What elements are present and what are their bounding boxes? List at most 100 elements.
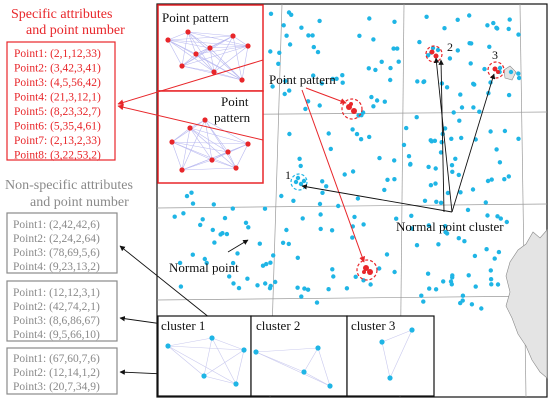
pattern-box-2-label-line1: Point — [221, 94, 249, 109]
normal-point — [356, 113, 361, 118]
normal-point — [227, 274, 232, 279]
normal-point — [298, 163, 303, 169]
normal-point — [442, 26, 447, 31]
normal-point — [504, 219, 509, 225]
nonspecific-group2-point-3: Point3: (8,6,86,67) — [13, 315, 100, 327]
normal-point — [473, 284, 478, 289]
nonspecific-group1-point-2: Point2: (2,24,2,64) — [13, 233, 100, 245]
pattern2-edge — [171, 141, 237, 169]
pattern-box-2-label-line2: pattern — [214, 110, 251, 125]
pattern1-edge — [167, 39, 211, 49]
marker-1-label: 1 — [285, 168, 291, 182]
cluster2-edge — [303, 371, 331, 387]
pattern2-node — [169, 139, 175, 145]
nonspecific-group3-point-3: Point3: (20,7,34,9) — [13, 381, 100, 393]
normal-point — [340, 80, 345, 85]
normal-point — [190, 201, 196, 206]
normal-point — [268, 283, 273, 289]
nonspecific-panel: Non-specific attributes and point number… — [5, 178, 133, 395]
pattern2-node — [187, 125, 193, 131]
normal-point — [435, 47, 441, 53]
normal-point — [391, 46, 396, 51]
normal-point — [273, 279, 278, 285]
normal-point — [506, 92, 512, 98]
nonspecific-box-2 — [6, 280, 118, 342]
normal-point — [326, 287, 331, 292]
normal-point — [318, 212, 323, 217]
normal-point — [516, 71, 521, 76]
normal-point — [289, 12, 294, 17]
nonspecific-group2-point-4: Point4: (9,5,66,10) — [13, 329, 100, 341]
pattern2-edge — [204, 119, 249, 145]
normal-point — [488, 129, 493, 134]
normal-point — [419, 293, 424, 298]
coastline-land — [505, 229, 548, 379]
pattern2-node — [179, 167, 185, 173]
normal-point — [264, 261, 269, 267]
normal-point — [300, 216, 305, 221]
pattern1-edge — [167, 39, 183, 67]
normal-point — [299, 25, 304, 30]
normal-point — [422, 198, 428, 203]
pattern2-node — [233, 165, 239, 171]
pattern1-edge — [195, 35, 234, 55]
normal-point — [406, 154, 412, 159]
pattern2-node — [209, 157, 215, 163]
normal-point — [436, 242, 441, 247]
normal-point — [243, 220, 249, 225]
pattern1-node — [193, 51, 199, 57]
pattern2-edge — [189, 127, 237, 169]
pattern1-node — [230, 33, 236, 39]
normal-point — [297, 156, 302, 161]
normal-point — [392, 158, 397, 163]
normal-point — [255, 283, 260, 288]
normal-point — [284, 33, 289, 38]
normal-point — [392, 269, 397, 275]
pattern1-edge — [241, 45, 249, 81]
normal-point — [434, 199, 439, 204]
pattern2-edge — [181, 127, 191, 171]
normal-point — [494, 25, 499, 30]
normal-point — [394, 216, 399, 221]
cluster2-node — [301, 369, 307, 375]
cluster2-node — [253, 349, 259, 355]
cluster1-node — [233, 381, 239, 387]
normal-point — [329, 228, 335, 233]
pattern2-edge — [171, 141, 183, 171]
normal-point — [455, 48, 460, 53]
normal-point — [426, 164, 431, 170]
pattern1-node — [179, 63, 185, 69]
normal-point — [287, 131, 292, 137]
pattern2-node — [225, 149, 231, 155]
normal-point — [200, 217, 205, 222]
normal-point — [388, 65, 393, 71]
normal-point — [311, 73, 316, 78]
normal-point — [184, 193, 190, 199]
normal-point — [479, 306, 484, 311]
normal-point — [181, 211, 186, 216]
cluster-graphs — [165, 327, 415, 389]
pattern2-edge — [227, 151, 237, 169]
pattern1-edge — [187, 31, 197, 55]
normal-point — [295, 175, 301, 181]
normal-point — [287, 42, 293, 47]
pattern2-edge — [171, 141, 229, 153]
normal-point — [280, 240, 286, 245]
normal-point — [350, 127, 355, 132]
normal-point — [306, 33, 311, 38]
normal-point — [320, 179, 325, 184]
normal-point — [299, 294, 304, 299]
normal-point — [220, 231, 225, 236]
specific-point-8: Point8: (3,22,53,2) — [14, 150, 101, 162]
specific-box — [6, 41, 116, 161]
normal-point — [353, 274, 358, 279]
normal-point — [344, 286, 350, 291]
normal-point — [377, 266, 382, 271]
normal-point — [198, 222, 203, 228]
cluster3-edge — [381, 329, 413, 343]
marker-1-ring — [290, 173, 308, 191]
normal-point — [277, 50, 282, 55]
normal-point — [433, 287, 439, 292]
normal-point — [354, 131, 360, 137]
normal-point — [230, 260, 236, 266]
